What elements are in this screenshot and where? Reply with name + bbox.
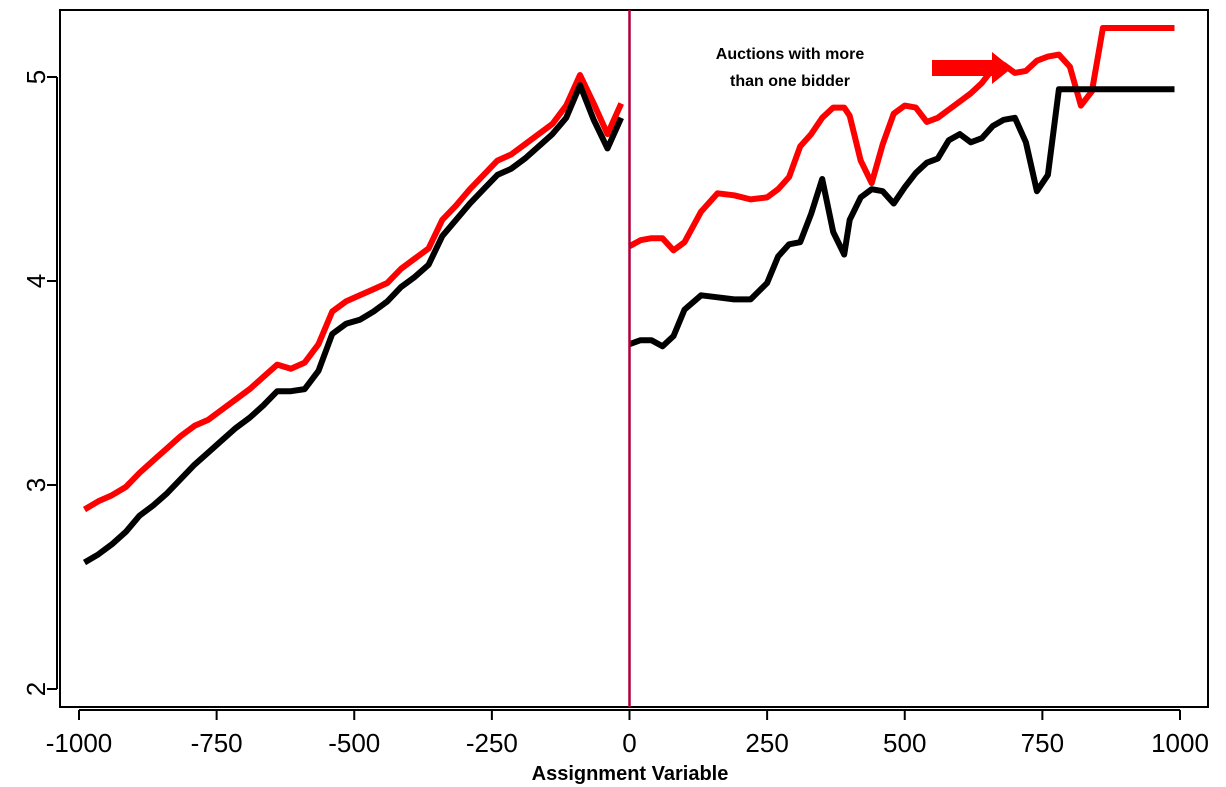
annotation-arrow-icon <box>932 52 1012 84</box>
x-tick-label: 1000 <box>1151 728 1209 758</box>
x-tick-label: -750 <box>191 728 243 758</box>
annotation-line-2: than one bidder <box>730 73 850 90</box>
y-tick-label: 4 <box>21 274 51 288</box>
x-tick-label: 0 <box>622 728 636 758</box>
x-axis-label: Assignment Variable <box>532 763 729 785</box>
series-line-1-segment-0 <box>82 82 624 566</box>
y-axis: 2 3 4 5 <box>21 70 58 696</box>
y-tick-label: 5 <box>21 70 51 84</box>
series-line-1-segment-1 <box>628 86 1175 350</box>
annotation: Auctions with more than one bidder <box>716 46 1012 90</box>
plot-frame <box>59 9 1209 708</box>
y-tick-label: 3 <box>21 478 51 492</box>
series-line-0-segment-1 <box>628 25 1175 254</box>
x-axis: -1000 -750 -500 -250 0 250 500 750 1000 <box>46 709 1209 758</box>
x-tick-label: 250 <box>745 728 788 758</box>
series-layer <box>82 25 1175 566</box>
x-tick-label: -1000 <box>46 728 113 758</box>
x-tick-label: -250 <box>466 728 518 758</box>
annotation-line-1: Auctions with more <box>716 46 865 63</box>
x-tick-label: 500 <box>883 728 926 758</box>
x-tick-label: -500 <box>328 728 380 758</box>
x-tick-label: 750 <box>1021 728 1064 758</box>
series-line-0-segment-0 <box>82 72 624 513</box>
y-tick-label: 2 <box>21 682 51 696</box>
